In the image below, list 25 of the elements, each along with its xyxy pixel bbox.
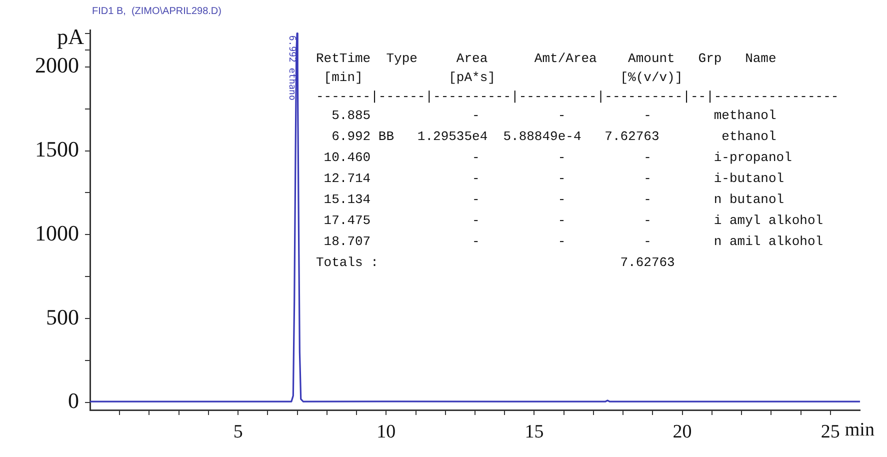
annotation: Totals : 7.62763 <box>316 254 675 270</box>
y-axis-title: pA <box>57 24 84 49</box>
annotation: 10.460 - - - i-propanol <box>316 150 792 165</box>
annotation: 17.475 - - - i amyl alkohol <box>316 212 824 228</box>
x-tick-label: 20 <box>672 421 692 442</box>
y-tick-label: 0 <box>68 388 79 414</box>
x-tick-label: 5 <box>233 421 243 442</box>
annotation: 15.134 - - - n butanol <box>316 192 784 207</box>
annotation: [min] [pA*s] [%(v/v)] <box>316 70 683 85</box>
x-tick-label: 10 <box>376 421 396 442</box>
annotation: 6.992 ethano <box>286 35 297 100</box>
annotation: 6.992 BB 1.29535e4 5.88849e-4 7.62763 ethanol <box>316 128 776 144</box>
y-tick-label: 500 <box>46 304 79 330</box>
chart-title: FID1 B, (ZIMO\APRIL298.D) <box>92 6 222 17</box>
annotation: RetTime Type Area Amt/Area Amount Grp Name <box>316 50 776 66</box>
annotation: 12.714 - - - i-butanol <box>316 170 784 186</box>
x-tick-label: 15 <box>524 421 544 442</box>
x-axis-title: min <box>844 419 875 440</box>
annotation: 5.885 - - - methanol <box>316 108 776 123</box>
y-tick-label: 2000 <box>35 52 79 78</box>
x-tick-label: 25 <box>820 421 840 442</box>
annotation: -------|------|----------|----------|----------|--|---------------- <box>316 88 839 104</box>
annotation: 18.707 - - - n amil alkohol <box>316 234 824 249</box>
y-tick-label: 1000 <box>35 220 79 246</box>
y-tick-label: 1500 <box>35 136 79 162</box>
